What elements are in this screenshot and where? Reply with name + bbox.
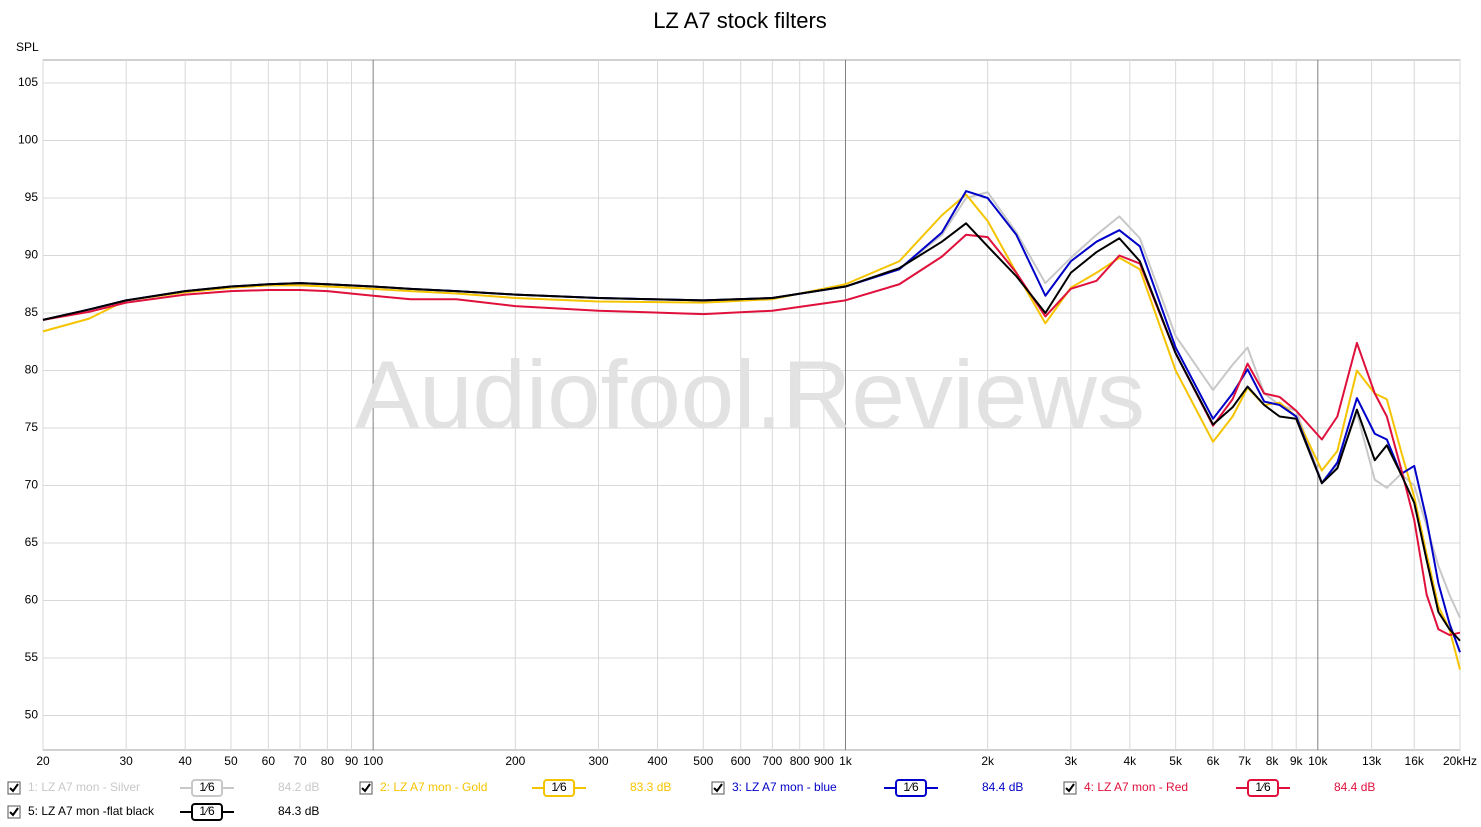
grid bbox=[42, 60, 1461, 750]
legend-level: 84.3 dB bbox=[278, 804, 319, 818]
legend-name: 4: LZ A7 mon - Red bbox=[1084, 780, 1188, 794]
legend-level: 84.4 dB bbox=[982, 780, 1023, 794]
y-tick-label: 60 bbox=[25, 593, 39, 607]
y-tick-label: 75 bbox=[25, 420, 39, 434]
series-line bbox=[42, 222, 1461, 642]
x-tick-label: 2k bbox=[981, 754, 995, 768]
y-tick-label: 55 bbox=[25, 650, 39, 664]
x-tick-label: 7k bbox=[1238, 754, 1252, 768]
smoothing-label: 1⁄6 bbox=[199, 804, 215, 818]
x-tick-label: 80 bbox=[321, 754, 335, 768]
legend-name: 5: LZ A7 mon -flat black bbox=[28, 804, 155, 818]
x-tick-label: 8k bbox=[1266, 754, 1280, 768]
y-tick-label: 95 bbox=[25, 190, 39, 204]
x-tick-label: 10k bbox=[1308, 754, 1328, 768]
y-tick-label: 80 bbox=[25, 363, 39, 377]
x-tick-label: 13k bbox=[1362, 754, 1382, 768]
legend-item: 4: LZ A7 mon - Red 1⁄6 84.4 dB bbox=[1063, 779, 1375, 797]
y-tick-label: 90 bbox=[25, 248, 39, 262]
x-tick-label: 1k bbox=[839, 754, 853, 768]
x-tick-label: 50 bbox=[224, 754, 238, 768]
x-tick-label: 9k bbox=[1290, 754, 1304, 768]
smoothing-box[interactable] bbox=[895, 779, 927, 797]
smoothing-label: 1⁄6 bbox=[903, 780, 919, 794]
x-tick-label: 40 bbox=[179, 754, 193, 768]
legend-item: 3: LZ A7 mon - blue 1⁄6 84.4 dB bbox=[711, 779, 1023, 797]
y-axis-label: SPL bbox=[16, 40, 39, 54]
series-line bbox=[42, 233, 1461, 636]
y-tick-label: 50 bbox=[25, 708, 39, 722]
checkmark bbox=[361, 783, 371, 793]
smoothing-box[interactable] bbox=[191, 779, 223, 797]
x-tick-label: 6k bbox=[1207, 754, 1221, 768]
x-tick-label: 20 bbox=[36, 754, 50, 768]
x-tick-label: 400 bbox=[648, 754, 668, 768]
chart-title: LZ A7 stock filters bbox=[653, 8, 827, 33]
legend-name: 2: LZ A7 mon - Gold bbox=[380, 780, 487, 794]
smoothing-box[interactable] bbox=[191, 803, 223, 821]
legend-name: 3: LZ A7 mon - blue bbox=[732, 780, 837, 794]
checkmark bbox=[1065, 783, 1075, 793]
x-tick-label: 500 bbox=[693, 754, 713, 768]
y-tick-label: 70 bbox=[25, 478, 39, 492]
x-tick-label: 100 bbox=[363, 754, 383, 768]
series-line bbox=[42, 193, 1461, 670]
checkmark bbox=[9, 783, 19, 793]
y-tick-label: 85 bbox=[25, 305, 39, 319]
y-tick-label: 105 bbox=[18, 75, 38, 89]
x-tick-label: 3k bbox=[1064, 754, 1078, 768]
x-tick-label: 900 bbox=[814, 754, 834, 768]
legend-item: 5: LZ A7 mon -flat black 1⁄6 84.3 dB bbox=[7, 803, 319, 821]
x-tick-label: 16k bbox=[1405, 754, 1425, 768]
y-tick-label: 65 bbox=[25, 535, 39, 549]
smoothing-box[interactable] bbox=[543, 779, 575, 797]
smoothing-box[interactable] bbox=[1247, 779, 1279, 797]
x-tick-label: 30 bbox=[119, 754, 133, 768]
legend-item: 2: LZ A7 mon - Gold 1⁄6 83.3 dB bbox=[359, 779, 671, 797]
x-tick-label: 5k bbox=[1169, 754, 1183, 768]
x-tick-label: 4k bbox=[1124, 754, 1138, 768]
x-tick-label: 20kHz bbox=[1443, 754, 1477, 768]
legend-level: 84.2 dB bbox=[278, 780, 319, 794]
smoothing-label: 1⁄6 bbox=[551, 780, 567, 794]
legend-level: 84.4 dB bbox=[1334, 780, 1375, 794]
x-tick-label: 600 bbox=[731, 754, 751, 768]
legend-name: 1: LZ A7 mon - Silver bbox=[28, 780, 140, 794]
legend-item: 1: LZ A7 mon - Silver 1⁄6 84.2 dB bbox=[7, 779, 319, 797]
y-tick-label: 100 bbox=[18, 133, 38, 147]
x-tick-label: 70 bbox=[293, 754, 307, 768]
x-tick-label: 800 bbox=[790, 754, 810, 768]
x-tick-label: 90 bbox=[345, 754, 359, 768]
smoothing-label: 1⁄6 bbox=[1255, 780, 1271, 794]
x-tick-label: 300 bbox=[588, 754, 608, 768]
x-tick-label: 700 bbox=[762, 754, 782, 768]
checkmark bbox=[713, 783, 723, 793]
x-tick-label: 60 bbox=[262, 754, 276, 768]
watermark: Audiofool.Reviews bbox=[355, 341, 1145, 448]
checkmark bbox=[9, 807, 19, 817]
legend-level: 83.3 dB bbox=[630, 780, 671, 794]
x-tick-label: 200 bbox=[505, 754, 525, 768]
smoothing-label: 1⁄6 bbox=[199, 780, 215, 794]
